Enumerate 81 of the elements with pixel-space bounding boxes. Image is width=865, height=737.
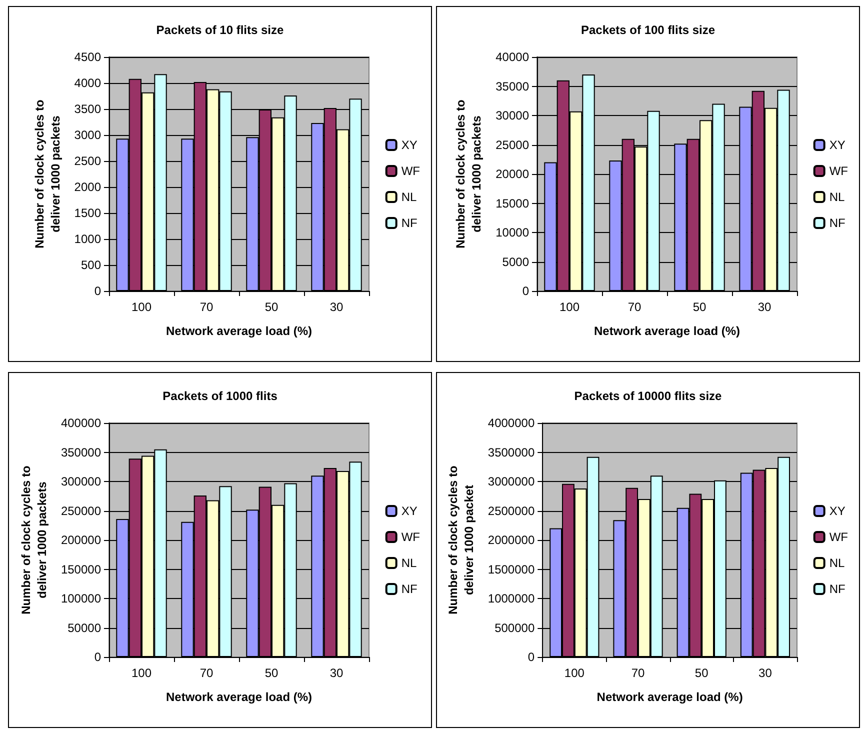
legend-label: NL (401, 556, 418, 570)
x-tick-label: 70 (631, 666, 646, 680)
x-tick-label: 30 (330, 666, 344, 680)
y-tick-label: 400000 (60, 416, 102, 430)
y-tick-label: 1000000 (488, 592, 535, 606)
legend-label: WF (401, 530, 420, 544)
legend-label: NL (829, 190, 846, 204)
y-tick-label: 5000 (502, 254, 530, 269)
y-tick-label: 40000 (496, 50, 530, 64)
x-axis-title: Network average load (%) (596, 690, 743, 704)
y-tick-label: 250000 (60, 504, 102, 518)
y-tick-label: 3000 (74, 128, 102, 142)
legend-label: NL (829, 556, 846, 570)
x-axis-title: Network average load (%) (166, 690, 312, 704)
x-tick-label: 50 (264, 300, 278, 314)
y-tick-label: 25000 (496, 138, 530, 152)
y-tick-label: 1000 (74, 232, 102, 246)
y-tick-label: 2500000 (488, 504, 535, 518)
y-tick-label: 15000 (496, 196, 530, 210)
y-tick-label: 2000000 (488, 533, 535, 547)
x-tick-label: 100 (131, 666, 152, 680)
y-tick-label: 1500 (74, 206, 102, 220)
legend-label: NF (829, 216, 846, 230)
y-tick-label: 150000 (60, 562, 102, 576)
legend-label: NF (401, 582, 418, 596)
chart-title: Packets of 10000 flits size (574, 389, 722, 403)
y-tick-label: 0 (94, 650, 102, 664)
y-tick-label: 35000 (496, 79, 530, 94)
y-tick-label: 100000 (60, 592, 102, 606)
y-tick-label: 200000 (60, 533, 102, 547)
y-tick-label: 1500000 (488, 562, 535, 576)
y-tick-label: 2500 (74, 154, 102, 168)
legend-label: NF (401, 216, 418, 230)
x-tick-label: 30 (330, 300, 344, 314)
y-axis-title: Number of clock cycles to deliver 1000 packets (454, 100, 484, 248)
y-axis-title: Number of clock cycles to deliver 1000 packet (446, 466, 476, 614)
y-axis-title: Number of clock cycles to deliver 1000 packets (32, 100, 62, 248)
y-tick-label: 4000 (74, 76, 102, 90)
y-tick-label: 4000000 (488, 416, 535, 430)
y-tick-label: 0 (522, 284, 530, 298)
y-tick-label: 500000 (494, 620, 535, 635)
x-axis-title: Network average load (%) (166, 324, 312, 338)
legend-label: XY (829, 504, 846, 518)
x-axis-title: Network average load (%) (594, 324, 740, 338)
x-tick-label: 70 (628, 300, 642, 314)
legend-label: XY (401, 504, 418, 518)
y-tick-label: 50000 (68, 620, 102, 635)
y-tick-label: 30000 (496, 108, 530, 122)
x-tick-label: 50 (692, 300, 706, 314)
x-tick-label: 70 (200, 300, 214, 314)
legend-label: WF (401, 164, 420, 178)
y-tick-label: 2000 (74, 180, 102, 194)
y-tick-label: 500 (80, 258, 102, 272)
x-tick-label: 50 (694, 666, 709, 680)
x-tick-label: 50 (264, 666, 278, 680)
y-tick-label: 10000 (496, 226, 530, 240)
y-tick-label: 3500000 (488, 445, 535, 460)
legend-label: NL (401, 190, 418, 204)
x-tick-label: 30 (758, 666, 772, 680)
y-tick-label: 20000 (496, 167, 530, 181)
y-tick-label: 350000 (60, 445, 102, 460)
legend-label: XY (401, 138, 418, 152)
x-tick-label: 100 (559, 300, 580, 314)
y-tick-label: 4500 (74, 50, 102, 64)
legend-label: WF (829, 530, 848, 544)
legend-label: XY (829, 138, 846, 152)
chart-title: Packets of 10 flits size (156, 23, 284, 37)
y-tick-label: 300000 (60, 474, 102, 488)
y-tick-label: 3000000 (488, 474, 535, 488)
chart-title: Packets of 100 flits size (580, 23, 716, 37)
x-tick-label: 30 (758, 300, 772, 314)
legend-label: NF (829, 582, 846, 596)
y-tick-label: 0 (94, 284, 102, 298)
x-tick-label: 100 (564, 666, 585, 680)
legend-label: WF (829, 164, 848, 178)
x-tick-label: 70 (200, 666, 214, 680)
y-tick-label: 3500 (74, 102, 102, 116)
y-tick-label: 0 (528, 650, 535, 664)
y-axis-title: Number of clock cycles to deliver 1000 packets (19, 466, 50, 614)
x-tick-label: 100 (131, 300, 152, 314)
chart-title: Packets of 1000 flits (162, 389, 278, 403)
